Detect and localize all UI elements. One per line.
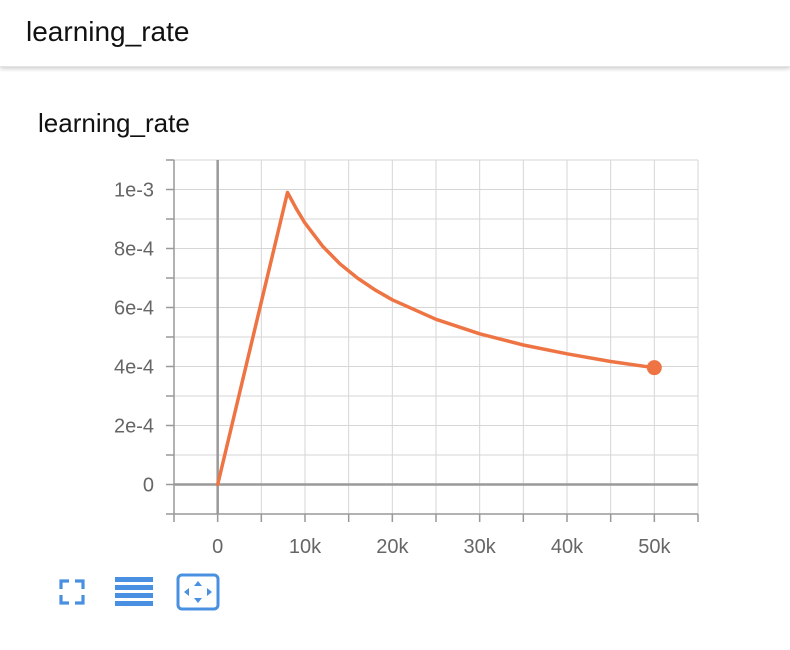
top-bar: learning_rate: [0, 0, 790, 67]
y-tick-label: 4e-4: [114, 357, 154, 379]
x-tick-label: 40k: [551, 536, 584, 558]
page-title: learning_rate: [26, 16, 190, 47]
series-line: [215, 190, 657, 487]
y-tick-label: 2e-4: [114, 416, 154, 438]
tick-labels: 0 10k 20k 30k 40k 50k 0 2e-4 4e-4 6e-4 8e-4 1e-3: [114, 180, 671, 559]
x-tick-label: 20k: [376, 536, 409, 558]
y-tick-label: 6e-4: [114, 298, 154, 320]
x-tick-label: 30k: [464, 536, 497, 558]
lines-icon: [115, 577, 153, 606]
fit-domain-button[interactable]: [176, 572, 220, 612]
y-tick-label: 0: [143, 475, 154, 497]
x-tick-label: 0: [212, 536, 223, 558]
toggle-log-scale-button[interactable]: [114, 572, 154, 612]
series: [215, 190, 662, 487]
x-tick-label: 10k: [289, 536, 322, 558]
expand-corners-icon: [59, 579, 85, 605]
axes: [166, 159, 699, 522]
y-tick-label: 1e-3: [114, 180, 154, 202]
series-end-point: [646, 360, 662, 376]
y-tick-label: 8e-4: [114, 239, 154, 261]
x-tick-label: 50k: [638, 536, 671, 558]
fit-to-data-icon: [176, 573, 220, 611]
fullscreen-button[interactable]: [52, 572, 92, 612]
card-title: learning_rate: [38, 108, 190, 138]
